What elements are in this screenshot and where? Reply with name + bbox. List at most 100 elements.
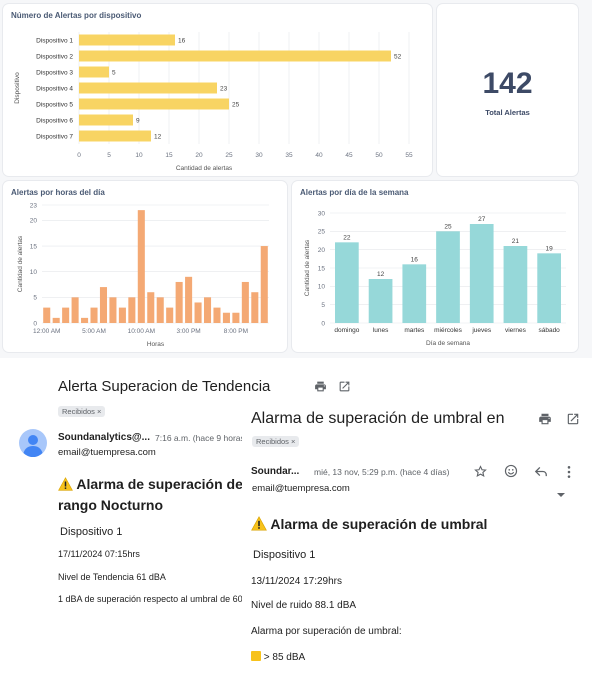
sender-name[interactable]: Soundanalytics@...: [58, 432, 150, 443]
y-tick-label: Dispositivo 3: [36, 69, 73, 76]
card-title: Alertas por horas del día: [11, 188, 105, 197]
reply-icon[interactable]: [534, 465, 548, 483]
x-tick-label: martes: [404, 327, 425, 334]
y-tick-label: 10: [30, 269, 38, 276]
x-tick-label: 55: [405, 152, 413, 159]
email-heading: Alarma de superación de T: [58, 476, 255, 494]
data-label: 9: [136, 117, 140, 124]
data-label: 25: [444, 223, 452, 230]
x-tick-label: 50: [375, 152, 383, 159]
device-name: Dispositivo 1: [60, 526, 123, 538]
bar: [260, 246, 268, 323]
y-tick-label: 23: [30, 202, 38, 209]
bar: [99, 287, 108, 323]
print-icon[interactable]: [538, 412, 552, 431]
y-tick-label: Dispositivo 6: [36, 117, 73, 124]
x-tick-label: 35: [285, 152, 293, 159]
bar: [43, 307, 51, 323]
emoji-reaction-icon[interactable]: [504, 464, 518, 483]
bar: [118, 307, 126, 323]
bar: [194, 302, 202, 323]
bar: [52, 317, 60, 323]
bar: [79, 50, 391, 62]
email-subject: Alarma de superación de umbral en: [251, 410, 505, 427]
bar: [368, 279, 393, 323]
bar: [109, 297, 117, 323]
open-in-new-window-icon[interactable]: [566, 412, 580, 431]
alert-datetime: 17/11/2024 07:15hrs: [58, 549, 140, 559]
warning-icon: [251, 516, 267, 534]
y-axis-title: Dispositivo: [14, 72, 21, 104]
y-tick-label: Dispositivo 1: [36, 37, 73, 44]
y-tick-label: 30: [318, 210, 326, 217]
email-heading: Alarma de superación de umbral: [251, 516, 487, 534]
data-label: 19: [546, 245, 554, 252]
bar: [537, 253, 561, 323]
bar: [232, 312, 240, 323]
y-tick-label: Dispositivo 4: [36, 85, 73, 92]
x-tick-label: 30: [255, 152, 263, 159]
y-tick-label: 20: [30, 218, 38, 225]
email-time: 7:16 a.m. (hace 9 horas): [155, 433, 248, 443]
data-label: 5: [112, 69, 116, 76]
threshold-line: > 85 dBA: [251, 651, 305, 663]
data-label: 23: [220, 85, 228, 92]
y-tick-label: Dispositivo 2: [36, 53, 73, 60]
data-label: 27: [478, 216, 486, 223]
bar: [79, 114, 133, 126]
print-icon[interactable]: [314, 380, 327, 398]
bar: [137, 210, 145, 323]
email-time: mié, 13 nov, 5:29 p.m. (hace 4 días): [314, 467, 450, 477]
person-icon: [19, 429, 47, 458]
bar: [175, 281, 183, 323]
alarm-label: Alarma por superación de umbral:: [251, 626, 402, 637]
x-tick-label: 40: [315, 152, 323, 159]
bar: [81, 317, 89, 323]
alerts-by-weekday-card: Alertas por día de la semana 0 5 10 15 20 25 3…: [292, 181, 578, 352]
bar: [203, 297, 212, 323]
total-alerts-label: Total Alertas: [485, 108, 530, 117]
x-tick-label: 10:00 AM: [128, 328, 155, 335]
email-threshold-alarm: Alarma de superación de umbral en Recibi…: [242, 400, 592, 700]
open-in-new-window-icon[interactable]: [338, 380, 351, 398]
x-tick-label: domingo: [334, 327, 359, 334]
bar: [469, 224, 494, 323]
x-tick-label: 12:00 AM: [33, 328, 60, 335]
x-tick-label: 5: [107, 152, 111, 159]
bar: [402, 264, 427, 323]
x-tick-label: 8:00 PM: [224, 328, 248, 335]
x-tick-label: 10: [135, 152, 143, 159]
x-tick-label: 15: [165, 152, 173, 159]
email-heading-line2: rango Nocturno: [58, 497, 163, 513]
data-label: 52: [394, 53, 402, 60]
recipient: email@tuempresa.com: [252, 483, 350, 494]
warning-icon: [58, 477, 73, 494]
inbox-label-chip[interactable]: Recibidos ×: [252, 431, 300, 449]
bar: [185, 276, 193, 323]
x-tick-label: 45: [345, 152, 353, 159]
show-details-chevron-down-icon[interactable]: [557, 485, 565, 503]
sender-avatar: [19, 429, 47, 462]
bar: [79, 130, 151, 142]
recipient: email@tuempresa.com: [58, 447, 156, 458]
yellow-square-icon: [251, 651, 261, 661]
bar: [79, 66, 109, 78]
x-axis-title: Horas: [147, 341, 165, 348]
more-options-icon[interactable]: [566, 465, 572, 484]
x-tick-label: lunes: [373, 327, 389, 334]
x-tick-label: 5:00 AM: [82, 328, 106, 335]
bar: [71, 297, 79, 323]
x-tick-label: 0: [77, 152, 81, 159]
data-label: 21: [512, 238, 520, 245]
device-name: Dispositivo 1: [253, 549, 316, 561]
bar: [213, 307, 221, 323]
sender-name[interactable]: Soundar...: [251, 466, 300, 477]
y-axis-title: Cantidad de alertas: [17, 235, 24, 292]
x-tick-label: miércoles: [434, 327, 463, 334]
bar: [436, 231, 460, 323]
star-icon[interactable]: [474, 465, 487, 483]
y-tick-label: Dispositivo 5: [36, 101, 73, 108]
bar: [128, 297, 136, 323]
y-tick-label: 20: [318, 247, 326, 254]
inbox-label-chip[interactable]: Recibidos ×: [58, 401, 106, 419]
